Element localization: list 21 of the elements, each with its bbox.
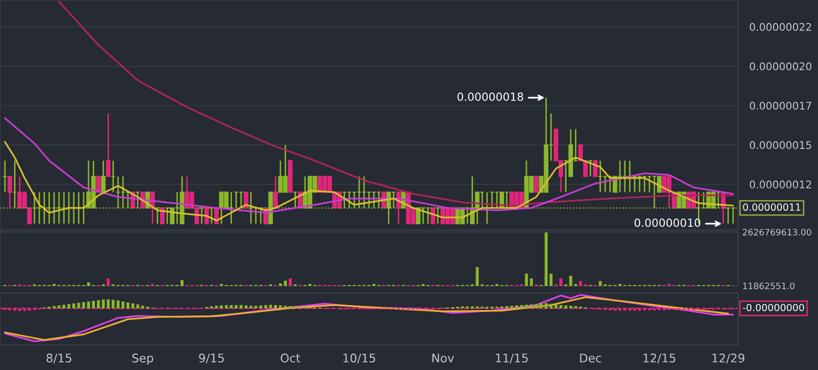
x-tick-label: Sep	[132, 354, 154, 365]
x-tick-label: 12/15	[644, 354, 676, 364]
y-tick-label: 0.00000012	[750, 180, 812, 188]
ref-line-label: -0.00000000	[742, 304, 804, 312]
y-tick-label: 11862551.0	[743, 282, 794, 290]
x-tick-label: Nov	[432, 354, 454, 362]
y-tick-label: 0.00000015	[750, 141, 812, 150]
x-tick-label: Dec	[580, 354, 602, 362]
x-tick-label: 8/15	[46, 354, 72, 364]
x-tick-label: Oct	[280, 354, 300, 362]
x-tick-label: 11/15	[496, 354, 528, 364]
y-tick-label: 0.00000020	[750, 62, 812, 70]
x-tick-label: 12/29	[712, 354, 744, 364]
annotation: 0.00000010	[634, 218, 700, 227]
x-tick-label: 9/15	[199, 354, 224, 364]
y-tick-label: 2626769613.00	[742, 228, 812, 236]
ref-line-label: 0.00000011	[743, 203, 800, 211]
y-tick-label: 0.00000017	[750, 102, 812, 110]
y-tick-label: 0.00000022	[750, 23, 812, 31]
x-tick-label: 10/15	[343, 354, 376, 364]
annotation: 0.00000018	[457, 92, 524, 101]
